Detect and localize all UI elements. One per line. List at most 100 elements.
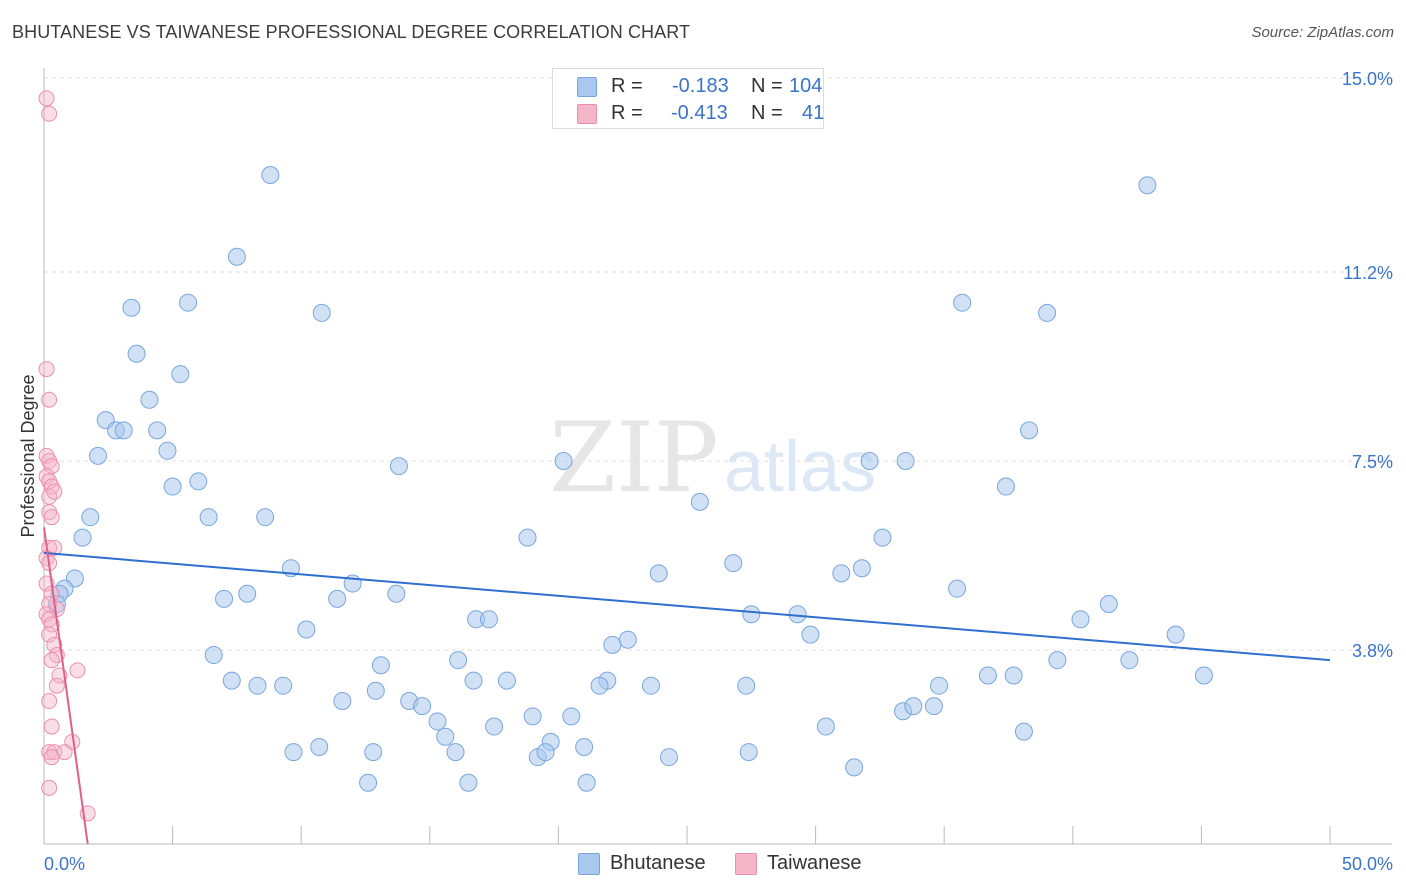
bhutanese-point (590, 676, 609, 695)
bhutanese-point (930, 676, 949, 695)
bhutanese-point (518, 528, 537, 547)
taiwanese-point (41, 693, 58, 710)
bhutanese-point (122, 298, 141, 317)
bhutanese-point (238, 584, 257, 603)
r-value: -0.183 (672, 75, 729, 97)
taiwanese-point (41, 391, 58, 408)
source-label: Source: ZipAtlas.com (1251, 24, 1394, 41)
bhutanese-point (575, 737, 594, 756)
bhutanese-point (464, 671, 483, 690)
taiwanese-point (48, 677, 65, 694)
bhutanese-point (816, 717, 835, 736)
bhutanese-point (366, 681, 385, 700)
bhutanese-point (739, 743, 758, 762)
bhutanese-point (364, 743, 383, 762)
bhutanese-point (996, 477, 1015, 496)
taiwanese-point (38, 90, 55, 107)
bhutanese-point (1071, 610, 1090, 629)
bhutanese-point (523, 707, 542, 726)
watermark-atlas: atlas (724, 427, 876, 507)
bhutanese-swatch (577, 77, 597, 97)
n-value: 41 (802, 102, 825, 124)
bhutanese-point (310, 737, 329, 756)
bhutanese-point (1166, 625, 1185, 644)
taiwanese-point (41, 105, 58, 122)
bhutanese-point (81, 508, 100, 527)
taiwanese-point (43, 616, 60, 633)
bhutanese-trendline (43, 551, 1331, 662)
taiwanese-point (46, 636, 63, 653)
taiwanese-point (43, 718, 60, 735)
r-value: -0.413 (671, 102, 728, 124)
taiwanese-swatch (577, 104, 597, 124)
bhutanese-point (603, 635, 622, 654)
bhutanese-point (1138, 176, 1157, 195)
bhutanese-point (562, 707, 581, 726)
bhutanese-point (1020, 421, 1039, 440)
bhutanese-point (852, 559, 871, 578)
bhutanese-point (215, 589, 234, 608)
bhutanese-point (978, 666, 997, 685)
bhutanese-point (387, 584, 406, 603)
bhutanese-point (312, 303, 331, 322)
taiwanese-point (43, 749, 60, 766)
bhutanese-point (148, 421, 167, 440)
bhutanese-point (189, 472, 208, 491)
bhutanese-point (449, 651, 468, 670)
bhutanese-point (163, 477, 182, 496)
y-tick-label: 3.8% (1352, 641, 1393, 661)
bhutanese-point (227, 247, 246, 266)
bhutanese-point (389, 457, 408, 476)
bhutanese-point (328, 589, 347, 608)
bhutanese-point (1038, 303, 1057, 322)
bhutanese-point (284, 743, 303, 762)
taiwanese-trendline (43, 527, 89, 845)
bhutanese-point (140, 390, 159, 409)
bhutanese-point (904, 697, 923, 716)
bhutanese-point (248, 676, 267, 695)
bhutanese-point (256, 508, 275, 527)
bhutanese-point (953, 293, 972, 312)
bhutanese-point (158, 441, 177, 460)
bhutanese-point (204, 646, 223, 665)
bhutanese-point (371, 656, 390, 675)
bhutanese-point (577, 773, 596, 792)
n-label: N = (751, 102, 783, 124)
r-label: R = (611, 75, 643, 97)
n-label: N = (751, 75, 783, 97)
taiwanese-swatch (735, 853, 757, 875)
bhutanese-point (1194, 666, 1213, 685)
bhutanese-point (436, 727, 455, 746)
bhutanese-point (832, 564, 851, 583)
x-tick-label-min: 0.0% (44, 854, 85, 874)
bhutanese-point (1048, 651, 1067, 670)
bhutanese-point (554, 452, 573, 470)
stats-legend: R = -0.183 N = 104 R = -0.413 N = 41 (552, 68, 824, 129)
bhutanese-point (649, 564, 668, 583)
bhutanese-point (618, 630, 637, 649)
bhutanese-point (1099, 594, 1118, 613)
legend-label-taiwanese: Taiwanese (767, 852, 862, 874)
bhutanese-point (788, 605, 807, 624)
bhutanese-point (724, 554, 743, 573)
taiwanese-point (46, 483, 63, 500)
bhutanese-point (536, 743, 555, 762)
bhutanese-point (497, 671, 516, 690)
y-axis-label: Professional Degree (18, 374, 38, 537)
legend-label-bhutanese: Bhutanese (610, 852, 706, 874)
bhutanese-point (659, 748, 678, 767)
taiwanese-point (43, 458, 60, 475)
bhutanese-point (179, 293, 198, 312)
watermark-zip: ZIP (549, 402, 718, 514)
bhutanese-point (873, 528, 892, 547)
bhutanese-point (261, 166, 280, 185)
bhutanese-point (274, 676, 293, 695)
r-label: R = (611, 102, 643, 124)
bhutanese-point (1120, 651, 1139, 670)
bhutanese-point (199, 508, 218, 527)
n-value: 104 (789, 75, 823, 97)
bhutanese-point (479, 610, 498, 629)
bhutanese-point (742, 605, 761, 624)
bhutanese-point (222, 671, 241, 690)
bhutanese-point (845, 758, 864, 777)
